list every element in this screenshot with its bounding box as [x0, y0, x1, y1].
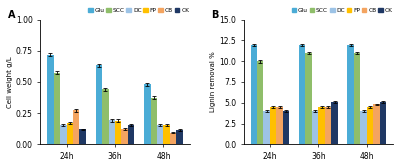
Bar [257, 61, 264, 144]
Bar [360, 111, 367, 144]
Bar [96, 65, 102, 144]
Text: B: B [211, 10, 218, 19]
Bar [66, 123, 73, 144]
Bar [348, 45, 354, 144]
Bar [164, 125, 170, 144]
Legend: Glu, SCC, DC, FP, CB, CK: Glu, SCC, DC, FP, CB, CK [291, 8, 393, 14]
Bar [299, 45, 306, 144]
Bar [115, 121, 122, 144]
Text: A: A [8, 10, 15, 19]
Bar [306, 53, 312, 144]
Bar [73, 110, 80, 144]
Legend: Glu, SCC, DC, FP, CB, CK: Glu, SCC, DC, FP, CB, CK [88, 8, 190, 14]
Bar [312, 111, 318, 144]
Bar [176, 130, 183, 144]
Bar [283, 111, 289, 144]
Bar [270, 107, 276, 144]
Bar [354, 53, 360, 144]
Bar [54, 73, 60, 144]
Bar [380, 102, 386, 144]
Bar [108, 120, 115, 144]
Bar [367, 107, 373, 144]
Bar [128, 125, 134, 144]
Bar [170, 133, 176, 144]
Bar [325, 107, 331, 144]
Bar [60, 125, 66, 144]
Bar [331, 102, 338, 144]
Y-axis label: Lignin removal %: Lignin removal % [210, 52, 216, 112]
Bar [47, 54, 54, 144]
Bar [318, 107, 325, 144]
Bar [80, 129, 86, 144]
Bar [264, 111, 270, 144]
Bar [150, 98, 157, 144]
Bar [122, 129, 128, 144]
Bar [144, 85, 150, 144]
Y-axis label: Cell weight g/L: Cell weight g/L [7, 56, 13, 108]
Bar [276, 107, 283, 144]
Bar [157, 125, 164, 144]
Bar [102, 90, 108, 144]
Bar [373, 104, 380, 144]
Bar [250, 45, 257, 144]
